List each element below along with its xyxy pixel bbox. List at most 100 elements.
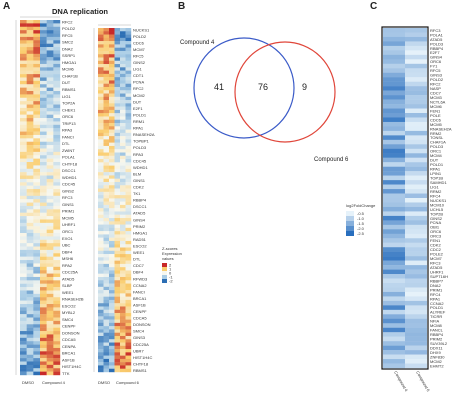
heatmap-right-cell (114, 260, 121, 265)
heatmap-left-cell (46, 276, 54, 281)
heatmap-right-cell (125, 123, 132, 127)
heatmap-right-gene-label: BLM (133, 171, 141, 176)
heatmap-right-cell (125, 247, 132, 251)
heatmap-left-cell (53, 239, 61, 244)
heatmap-c-cell-compound-4 (383, 41, 405, 47)
heatmap-left-cell (33, 118, 41, 122)
heatmap-right-cell (98, 227, 104, 232)
heatmap-right-cell (114, 290, 121, 294)
heatmap-left-cell (20, 185, 27, 190)
heatmap-left-cell (53, 23, 61, 27)
heatmap-c-gene-label: TONSL (430, 135, 444, 140)
heatmap-right-cell (114, 198, 121, 202)
heatmap-c-cell-compound-6 (405, 265, 427, 270)
heatmap-left-cell (20, 33, 27, 38)
heatmap-left-cell (53, 351, 61, 355)
heatmap-right-cell (114, 96, 121, 101)
heatmap-right-cell (103, 260, 110, 265)
heatmap-left-cell (26, 276, 34, 281)
heatmap-right-gene-label: MCM7 (133, 47, 146, 52)
heatmap-left-cell (26, 124, 34, 129)
heatmap-right-cell (109, 116, 115, 120)
heatmap-left-cell (40, 331, 47, 335)
heatmap-right-cell (120, 139, 126, 143)
heatmap-left-cell (53, 138, 61, 142)
heatmap-left-cell (20, 158, 27, 163)
heatmap-left-cell (26, 317, 34, 322)
heatmap-left-gene-label: WDHD1 (62, 175, 77, 180)
heatmap-right-cell (120, 195, 126, 199)
heatmap-left-cell (33, 26, 41, 31)
heatmap-left-cell (20, 134, 27, 139)
heatmap-right-cell (98, 185, 104, 189)
heatmap-right-cell (103, 329, 110, 333)
heatmap-left-gene-label: PRIM1 (62, 209, 75, 214)
heatmap-left-cell (46, 84, 54, 88)
heatmap-left-cell (26, 185, 34, 190)
heatmap-left-cell (46, 70, 54, 75)
heatmap-left-cell (46, 158, 54, 163)
heatmap-right-cell (103, 126, 110, 130)
heatmap-right-cell (103, 368, 110, 373)
heatmap-left-cell (46, 249, 54, 254)
heatmap-right-cell (103, 283, 110, 288)
heatmap-right-cell (120, 54, 126, 58)
heatmap-right-cell (125, 198, 132, 202)
heatmap-left-cell (20, 145, 27, 149)
heatmap-left-cell (40, 249, 47, 254)
heatmap-c-gene-label: DHX9 (430, 350, 441, 355)
heatmap-right-gene-label: CENPF (133, 309, 147, 314)
heatmap-right-cell (98, 96, 104, 101)
heatmap-left-cell (20, 175, 27, 180)
heatmap-right-cell (109, 257, 115, 261)
heatmap-right-gene-label: DSCC1 (133, 204, 147, 209)
heatmap-left-cell (40, 91, 47, 95)
heatmap-c-cell-compound-6 (405, 332, 427, 337)
heatmap-c-gene-label: NCTL6A (430, 99, 446, 104)
heatmap-left-cell (26, 297, 34, 301)
heatmap-c-cell-compound-4 (383, 50, 405, 56)
heatmap-left-cell (53, 43, 61, 48)
heatmap-left-cell (33, 138, 41, 142)
heatmap-c-cell-compound-4 (383, 113, 405, 118)
legend-a-title: Z-scores (162, 246, 178, 251)
heatmap-left-cell (33, 263, 41, 268)
heatmap-right-cell (103, 227, 110, 232)
heatmap-left-cell (46, 67, 54, 71)
heatmap-right-cell (114, 234, 121, 238)
heatmap-c-cell-compound-6 (405, 77, 427, 82)
heatmap-left-cell (20, 202, 27, 207)
heatmap-left-cell (20, 256, 27, 261)
heatmap-right-cell (103, 83, 110, 88)
heatmap-right-cell (125, 316, 132, 320)
heatmap-right-cell (103, 54, 110, 58)
heatmap-right-cell (103, 208, 110, 212)
heatmap-left-cell (26, 293, 34, 298)
heatmap-left-cell (53, 114, 61, 119)
heatmap-right-gene-label: UBR7 (133, 348, 144, 353)
heatmap-left-cell (33, 320, 41, 325)
heatmap-left-cell (53, 67, 61, 71)
heatmap-left-cell (53, 148, 61, 153)
heatmap-right-gene-label: CDT1 (133, 73, 144, 78)
heatmap-left-cell (53, 243, 61, 247)
heatmap-left-cell (20, 36, 27, 41)
heatmap-c-gene-label: MCM8 (430, 323, 443, 328)
heatmap-right-cell (120, 329, 126, 333)
heatmap-right-cell (98, 73, 104, 78)
heatmap-right-cell (109, 352, 115, 356)
heatmap-left-cell (53, 26, 61, 31)
heatmap-right-cell (125, 224, 132, 229)
heatmap-right-cell (103, 67, 110, 71)
heatmap-right-cell (120, 221, 126, 225)
heatmap-left-cell (33, 354, 41, 359)
heatmap-c-cell-compound-6 (405, 175, 427, 181)
heatmap-c-cell-compound-4 (383, 238, 405, 243)
heatmap-right-cell (114, 145, 121, 150)
heatmap-right-cell (103, 28, 110, 32)
heatmap-right-cell (114, 31, 121, 35)
heatmap-left-gene-label: SMC4 (62, 317, 74, 322)
heatmap-left-cell (20, 276, 27, 281)
heatmap-left-cell (33, 205, 41, 210)
heatmap-right-gene-label: CCNA2 (133, 283, 147, 288)
